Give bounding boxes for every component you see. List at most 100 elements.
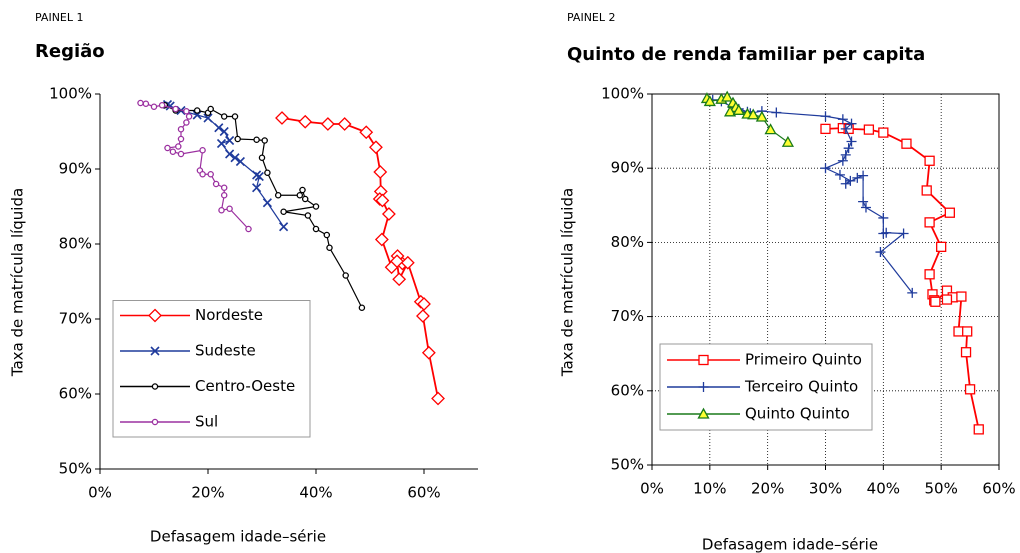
marker — [261, 137, 268, 144]
legend-box — [112, 300, 311, 438]
marker — [956, 291, 967, 302]
marker — [359, 125, 374, 140]
panel-label: PAINEL 1 — [35, 11, 84, 24]
marker — [431, 391, 445, 406]
marker — [375, 193, 390, 208]
marker — [252, 183, 262, 193]
marker — [369, 140, 383, 155]
x-tick-label: 50% — [924, 480, 957, 498]
marker — [858, 170, 869, 181]
x-tick-label: 0% — [640, 480, 664, 498]
marker — [150, 346, 160, 356]
marker — [207, 170, 214, 178]
marker — [245, 225, 252, 233]
marker — [231, 113, 239, 120]
marker — [755, 110, 768, 122]
marker — [852, 172, 863, 183]
marker — [421, 345, 436, 360]
marker — [834, 169, 845, 180]
x-tick-label: 40% — [867, 480, 900, 498]
marker — [175, 143, 182, 150]
marker — [142, 100, 150, 108]
marker — [781, 135, 795, 147]
x-tick-label: 60% — [982, 480, 1015, 498]
y-axis-label: Taxa de matrícula líquida — [9, 188, 27, 377]
marker — [148, 308, 162, 323]
marker — [235, 156, 245, 167]
marker — [373, 165, 388, 179]
marker — [326, 244, 333, 251]
marker — [199, 170, 206, 178]
x-tick-label: 10% — [693, 480, 726, 498]
marker — [219, 126, 229, 137]
marker — [936, 241, 947, 253]
marker — [151, 418, 159, 426]
marker — [258, 154, 266, 161]
marker — [275, 111, 289, 125]
plot-frame — [651, 93, 1000, 466]
x-tick-label: 20% — [191, 484, 224, 502]
marker — [299, 186, 306, 194]
marker — [964, 384, 976, 395]
y-tick-label: 100% — [49, 85, 92, 103]
x-tick-label: 20% — [751, 480, 784, 498]
x-tick-label: 30% — [809, 480, 842, 498]
x-axis-label: Defasagem idade–série — [702, 536, 878, 553]
marker — [151, 383, 159, 390]
marker — [312, 203, 320, 210]
marker — [183, 108, 190, 115]
legend-label: Primeiro Quinto — [745, 351, 862, 369]
marker — [225, 135, 235, 146]
marker — [846, 136, 857, 147]
marker — [220, 113, 228, 120]
y-tick-label: 100% — [601, 85, 644, 103]
marker — [381, 207, 396, 221]
legend-label: Terceiro Quinto — [744, 378, 858, 396]
marker — [279, 222, 289, 232]
marker — [747, 108, 760, 120]
y-tick-label: 70% — [611, 307, 644, 325]
marker — [840, 178, 851, 189]
marker — [172, 105, 179, 113]
marker — [214, 123, 224, 133]
marker — [820, 163, 831, 174]
marker — [390, 254, 404, 269]
marker — [220, 184, 228, 191]
marker — [953, 326, 964, 337]
marker — [930, 296, 941, 307]
marker — [185, 113, 193, 120]
marker — [723, 105, 737, 117]
marker — [962, 326, 973, 337]
legend-label: Sudeste — [195, 342, 256, 360]
marker — [697, 407, 710, 419]
marker — [764, 123, 777, 135]
marker — [837, 114, 848, 125]
y-tick-label: 60% — [611, 381, 644, 399]
marker — [858, 196, 869, 207]
marker — [158, 102, 166, 109]
chart-title: Quinto de renda familiar per capita — [567, 44, 925, 65]
marker — [358, 304, 366, 311]
marker — [342, 272, 349, 279]
marker — [840, 149, 851, 160]
marker — [843, 143, 854, 154]
marker — [878, 127, 889, 138]
x-tick-label: 40% — [299, 484, 332, 502]
marker — [416, 309, 430, 323]
marker — [881, 227, 892, 238]
marker — [840, 123, 851, 134]
marker — [400, 255, 415, 270]
marker — [960, 347, 972, 358]
x-tick-label: 0% — [88, 484, 112, 502]
marker — [216, 138, 227, 149]
marker — [875, 247, 886, 258]
marker — [944, 207, 955, 218]
marker — [907, 287, 918, 298]
marker — [337, 117, 352, 131]
marker — [220, 191, 228, 199]
marker — [296, 191, 304, 199]
marker — [703, 95, 716, 107]
marker — [924, 269, 935, 280]
marker — [150, 103, 158, 111]
